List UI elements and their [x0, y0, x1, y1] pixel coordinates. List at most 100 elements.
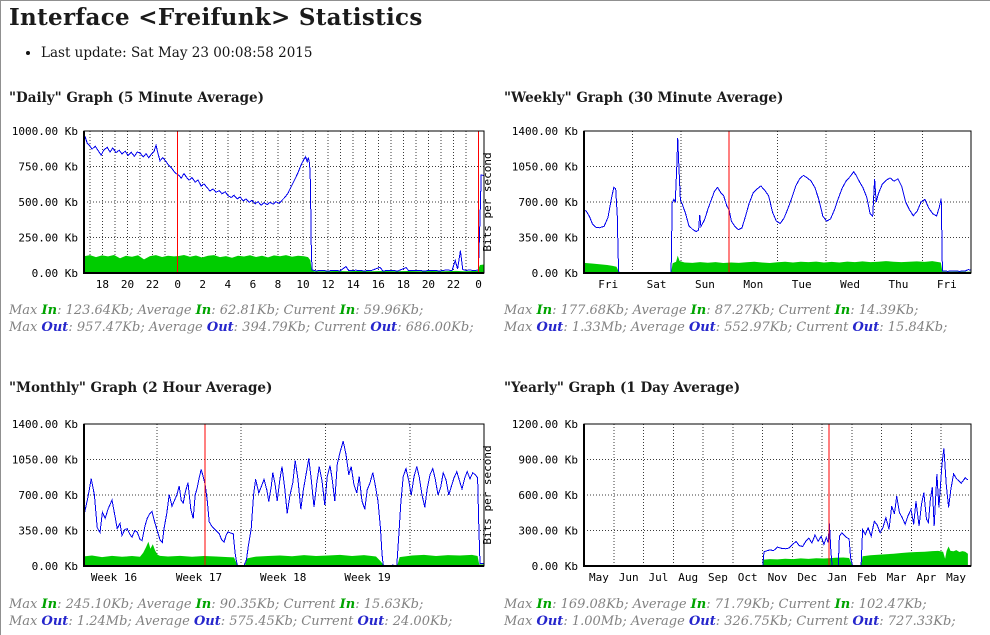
yearly-graph-heading: "Yearly" Graph (1 Day Average)	[504, 380, 741, 396]
weekly-x-tick: Sun	[695, 278, 715, 291]
yearly-x-tick: May	[589, 571, 609, 584]
monthly-x-tick: Week 18	[260, 571, 306, 584]
page-title: Interface <Freifunk> Statistics	[9, 4, 423, 31]
yearly-y-tick: 1200.00 Kb	[512, 418, 578, 431]
weekly-x-tick: Fri	[937, 278, 957, 291]
weekly-graph-heading: "Weekly" Graph (30 Minute Average)	[504, 90, 784, 106]
weekly-y-tick: 350.00 Kb	[518, 232, 578, 245]
in-word: In	[41, 303, 58, 318]
out-word: Out	[41, 319, 69, 335]
daily-x-tick: 2	[199, 278, 206, 291]
out-word: Out	[357, 613, 385, 629]
daily-y-tick: 1000.00 Kb	[12, 125, 78, 138]
yearly-x-tick: Sep	[708, 571, 728, 584]
in-word: In	[536, 597, 553, 612]
in-word: In	[690, 303, 707, 318]
monthly-graph-stats: Max In: 245.10Kb; Average In: 90.35Kb; C…	[9, 597, 452, 630]
stats-line-out: Max Out: 1.33Mb; Average Out: 552.97Kb; …	[504, 319, 948, 335]
weekly-ylegend: Bits per second	[481, 152, 494, 251]
weekly-y-tick: 700.00 Kb	[518, 196, 578, 209]
monthly-y-tick: 700.00 Kb	[18, 489, 78, 502]
out-word: Out	[193, 613, 221, 629]
yearly-x-tick: Oct	[738, 571, 758, 584]
daily-graph-canvas: 0.00 Kb 250.00 Kb 500.00 Kb 750.00 Kb 1000.0…	[12, 125, 485, 291]
daily-x-tick: 18	[96, 278, 109, 291]
daily-y-tick: 0.00 Kb	[32, 267, 78, 280]
stats-line-out: Max Out: 1.24Mb; Average Out: 575.45Kb; …	[9, 613, 453, 629]
daily-y-tick: 500.00 Kb	[18, 196, 78, 209]
weekly-y-tick: 1400.00 Kb	[512, 125, 578, 138]
weekly-x-tick: Fri	[598, 278, 618, 291]
out-word: Out	[852, 613, 880, 629]
yearly-x-tick: May	[946, 571, 966, 584]
yearly-y-tick: 600.00 Kb	[518, 489, 578, 502]
stats-line-in: Max In: 177.68Kb; Average In: 87.27Kb; C…	[504, 303, 919, 318]
out-word: Out	[688, 613, 716, 629]
monthly-x-tick: Week 17	[176, 571, 222, 584]
yearly-graph-stats: Max In: 169.08Kb; Average In: 71.79Kb; C…	[504, 597, 956, 630]
monthly-y-tick: 350.00 Kb	[18, 525, 78, 538]
daily-x-tick: 8	[275, 278, 282, 291]
daily-x-tick: 20	[422, 278, 435, 291]
weekly-x-tick: Tue	[792, 278, 812, 291]
yearly-x-tick: Jun	[619, 571, 639, 584]
stats-line-in: Max In: 169.08Kb; Average In: 71.79Kb; C…	[504, 597, 927, 612]
out-word: Out	[536, 319, 564, 335]
weekly-x-tick: Wed	[840, 278, 860, 291]
yearly-x-tick: Apr	[916, 571, 936, 584]
monthly-x-tick: Week 16	[91, 571, 137, 584]
daily-y-tick: 250.00 Kb	[18, 232, 78, 245]
out-word: Out	[688, 319, 716, 335]
in-word: In	[195, 303, 212, 318]
in-word: In	[690, 597, 707, 612]
daily-x-tick: 12	[321, 278, 334, 291]
stats-line-out: Max Out: 957.47Kb; Average Out: 394.79Kb…	[9, 319, 474, 335]
daily-x-tick: 16	[372, 278, 385, 291]
monthly-y-tick: 1050.00 Kb	[12, 454, 78, 467]
yearly-x-tick: Feb	[857, 571, 877, 584]
weekly-y-tick: 0.00 Kb	[532, 267, 578, 280]
out-word: Out	[536, 613, 564, 629]
last-update-list: Last update: Sat May 23 00:08:58 2015	[15, 45, 313, 61]
daily-graph-stats: Max In: 123.64Kb; Average In: 62.81Kb; C…	[9, 303, 474, 336]
in-word: In	[339, 597, 356, 612]
yearly-x-tick: Mar	[887, 571, 907, 584]
in-word: In	[195, 597, 212, 612]
monthly-graph-heading: "Monthly" Graph (2 Hour Average)	[9, 380, 273, 396]
stats-line-out: Max Out: 1.00Mb; Average Out: 326.75Kb; …	[504, 613, 956, 629]
out-word: Out	[206, 319, 234, 335]
weekly-graph-canvas: 0.00 Kb 350.00 Kb 700.00 Kb 1050.00 Kb 1400.…	[481, 125, 972, 291]
yearly-y-tick: 300.00 Kb	[518, 525, 578, 538]
weekly-graph-stats: Max In: 177.68Kb; Average In: 87.27Kb; C…	[504, 303, 947, 336]
daily-graph-heading: "Daily" Graph (5 Minute Average)	[9, 90, 265, 106]
in-word: In	[41, 597, 58, 612]
weekly-x-tick: Thu	[889, 278, 909, 291]
weekly-y-tick: 1050.00 Kb	[512, 161, 578, 174]
out-word: Out	[370, 319, 398, 335]
yearly-ylegend: Bits per second	[481, 445, 494, 544]
yearly-x-tick: Jan	[827, 571, 847, 584]
daily-x-tick: 22	[447, 278, 460, 291]
in-word: In	[834, 303, 851, 318]
yearly-x-tick: Dec	[797, 571, 817, 584]
daily-x-tick: 10	[296, 278, 309, 291]
daily-x-tick: 20	[121, 278, 134, 291]
yearly-x-tick: Nov	[768, 571, 788, 584]
out-word: Out	[852, 319, 880, 335]
daily-x-tick: 0	[174, 278, 181, 291]
monthly-x-tick: Week 19	[344, 571, 390, 584]
in-word: In	[339, 303, 356, 318]
monthly-y-tick: 0.00 Kb	[32, 560, 78, 573]
daily-x-tick: 4	[224, 278, 231, 291]
daily-x-tick: 0	[475, 278, 482, 291]
stats-line-in: Max In: 245.10Kb; Average In: 90.35Kb; C…	[9, 597, 424, 612]
stats-line-in: Max In: 123.64Kb; Average In: 62.81Kb; C…	[9, 303, 424, 318]
daily-x-tick: 14	[347, 278, 361, 291]
out-word: Out	[41, 613, 69, 629]
yearly-y-tick: 0.00 Kb	[532, 560, 578, 573]
weekly-x-tick: Mon	[743, 278, 763, 291]
daily-x-tick: 6	[250, 278, 257, 291]
daily-y-tick: 750.00 Kb	[18, 161, 78, 174]
in-word: In	[834, 597, 851, 612]
